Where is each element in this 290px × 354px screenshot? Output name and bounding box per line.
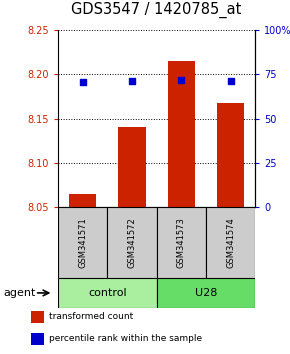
Text: percentile rank within the sample: percentile rank within the sample <box>49 335 202 343</box>
Point <box>130 79 134 84</box>
Text: transformed count: transformed count <box>49 312 134 321</box>
Text: GSM341572: GSM341572 <box>127 217 137 268</box>
Point <box>228 78 233 83</box>
Text: GDS3547 / 1420785_at: GDS3547 / 1420785_at <box>71 1 242 18</box>
Text: control: control <box>88 288 127 298</box>
Bar <box>157 278 255 308</box>
Text: U28: U28 <box>195 288 217 298</box>
Bar <box>206 207 255 278</box>
Text: agent: agent <box>3 288 35 298</box>
Text: GSM341573: GSM341573 <box>177 217 186 268</box>
Bar <box>58 207 107 278</box>
Bar <box>118 127 146 207</box>
Bar <box>107 207 157 278</box>
Point <box>179 77 184 82</box>
Bar <box>217 103 244 207</box>
Bar <box>157 207 206 278</box>
Bar <box>168 61 195 207</box>
Bar <box>58 278 157 308</box>
Text: GSM341571: GSM341571 <box>78 217 87 268</box>
Bar <box>31 311 44 323</box>
Bar <box>31 333 44 346</box>
Point <box>80 79 85 85</box>
Text: GSM341574: GSM341574 <box>226 217 235 268</box>
Bar <box>69 194 96 207</box>
